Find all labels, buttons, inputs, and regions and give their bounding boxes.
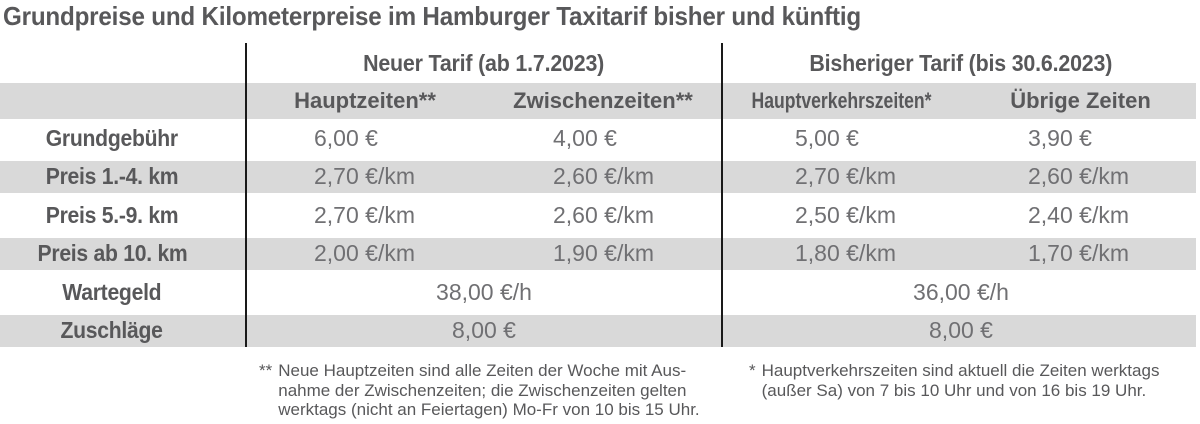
column-header-row: Hauptzeiten** Zwischenzeiten** Hauptverk…	[0, 83, 1200, 119]
footnote-text: Neue Hauptzeiten sind alle Zeiten der Wo…	[278, 361, 700, 419]
cell-value: 2,00 €/km	[314, 240, 415, 267]
group-header-new-tariff: Neuer Tarif (ab 1.7.2023)	[363, 49, 605, 76]
footnote-new-tariff: ** Neue Hauptzeiten sind alle Zeiten der…	[259, 361, 700, 420]
cell-value: 2,60 €/km	[553, 163, 654, 190]
cell-value-merged: 8,00 €	[452, 317, 516, 344]
row-label: Wartegeld	[62, 278, 162, 305]
page-title: Grundpreise und Kilometerpreise im Hambu…	[3, 1, 861, 31]
cell-value-merged: 38,00 €/h	[436, 278, 532, 305]
label-column-spacer	[0, 43, 246, 83]
cell-value: 1,70 €/km	[1028, 240, 1129, 267]
cell-value: 5,00 €	[795, 124, 859, 151]
table-row-preis-ab-10-km: Preis ab 10. km 2,00 €/km 1,90 €/km 1,80…	[0, 235, 1200, 274]
row-label: Preis 5.-9. km	[45, 201, 179, 228]
cell-value: 2,40 €/km	[1028, 201, 1129, 228]
table-row-grundgebuehr: Grundgebühr 6,00 € 4,00 € 5,00 € 3,90 €	[0, 119, 1200, 158]
column-divider	[245, 43, 247, 347]
label-column-spacer	[0, 83, 246, 119]
column-header-hauptverkehrszeiten: Hauptverkehrszeiten*	[751, 88, 932, 113]
cell-value-merged: 36,00 €/h	[913, 278, 1009, 305]
group-header-old-tariff: Bisheriger Tarif (bis 30.6.2023)	[809, 49, 1113, 76]
footnote-old-tariff: * Hauptverkehrszeiten sind aktuell die Z…	[749, 361, 1159, 400]
row-label: Preis 1.-4. km	[45, 163, 179, 190]
table-row-preis-5-9-km: Preis 5.-9. km 2,70 €/km 2,60 €/km 2,50 …	[0, 196, 1200, 235]
column-divider	[721, 43, 723, 347]
row-stripe	[0, 83, 1196, 119]
group-header-row: Neuer Tarif (ab 1.7.2023) Bisheriger Tar…	[0, 43, 1200, 83]
cell-value: 2,60 €/km	[1028, 163, 1129, 190]
table-row-preis-1-4-km: Preis 1.-4. km 2,70 €/km 2,60 €/km 2,70 …	[0, 158, 1200, 197]
table-row-zuschlaege: Zuschläge 8,00 € 8,00 €	[0, 312, 1200, 351]
table-row-wartegeld: Wartegeld 38,00 €/h 36,00 €/h	[0, 273, 1200, 312]
column-header-uebrige-zeiten: Übrige Zeiten	[1010, 88, 1151, 113]
cell-value: 3,90 €	[1028, 124, 1092, 151]
cell-value: 2,50 €/km	[795, 201, 896, 228]
cell-value: 1,80 €/km	[795, 240, 896, 267]
row-label: Preis ab 10. km	[37, 240, 187, 267]
cell-value: 2,70 €/km	[314, 163, 415, 190]
footnote-marker: *	[749, 361, 756, 380]
cell-value: 6,00 €	[314, 124, 378, 151]
row-stripe	[0, 237, 1196, 270]
row-stripe	[0, 160, 1196, 193]
column-header-zwischenzeiten: Zwischenzeiten**	[513, 88, 693, 113]
footnote-text: Hauptverkehrszeiten sind aktuell die Zei…	[761, 361, 1160, 400]
footnote-marker: **	[259, 361, 273, 380]
column-header-hauptzeiten: Hauptzeiten**	[294, 88, 436, 113]
cell-value: 2,60 €/km	[553, 201, 654, 228]
cell-value: 4,00 €	[553, 124, 617, 151]
row-stripe	[0, 314, 1196, 347]
row-label: Grundgebühr	[45, 124, 179, 151]
cell-value: 2,70 €/km	[314, 201, 415, 228]
cell-value: 1,90 €/km	[553, 240, 654, 267]
cell-value-merged: 8,00 €	[929, 317, 993, 344]
row-label: Zuschläge	[60, 317, 164, 344]
cell-value: 2,70 €/km	[795, 163, 896, 190]
